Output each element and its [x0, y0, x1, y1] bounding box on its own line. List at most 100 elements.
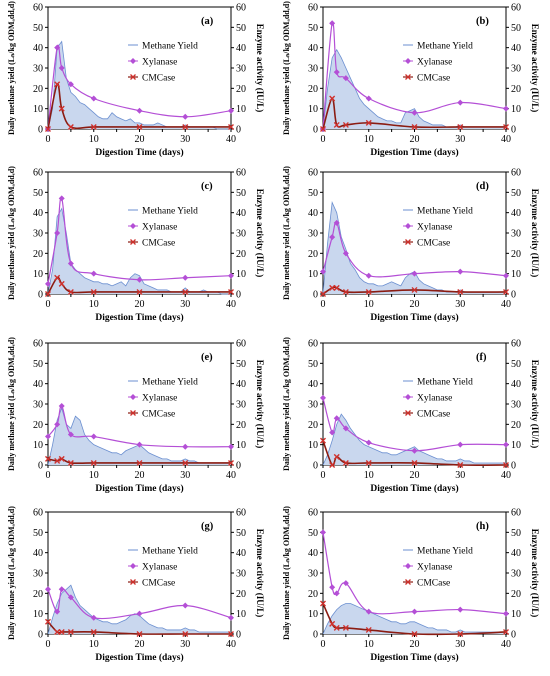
y-tick-label: 50 — [33, 188, 43, 199]
legend-cmcase-marker — [130, 239, 136, 245]
xylanase-point — [342, 580, 349, 587]
y2-tick-label: 40 — [236, 379, 246, 390]
cmcase-point — [182, 631, 189, 637]
y2-tick-label: 40 — [236, 208, 246, 219]
y2-axis-label: Enzyme activity (IU/L) — [530, 189, 540, 277]
y-tick-label: 20 — [33, 589, 43, 600]
y-tick-label: 50 — [308, 23, 318, 34]
y2-tick-label: 30 — [511, 400, 521, 411]
y2-tick-label: 50 — [236, 188, 246, 199]
legend-xylanase-marker — [130, 223, 136, 229]
cmcase-point — [54, 81, 61, 88]
legend: Methane Yield Xylanase CMCase — [403, 207, 473, 249]
x-tick-label: 30 — [455, 639, 465, 650]
cmcase-point — [457, 631, 464, 637]
xylanase-point — [228, 107, 234, 114]
panel-label: (c) — [201, 181, 213, 192]
y2-axis-label: Enzyme activity (IU/L) — [255, 24, 265, 112]
legend-xylanase-marker — [130, 58, 136, 64]
xylanase-point — [329, 584, 336, 591]
x-tick-label: 40 — [226, 299, 236, 310]
y2-tick-label: 60 — [236, 339, 246, 350]
y-axis-label: Daily methane yield (Lₙ/kg ODMₐddₑd) — [282, 1, 291, 135]
y2-tick-label: 0 — [511, 630, 516, 641]
cmcase-point — [45, 126, 51, 132]
y-tick-label: 0 — [38, 461, 43, 472]
y2-axis-label: Enzyme activity (IU/L) — [530, 360, 540, 448]
y2-tick-label: 60 — [511, 339, 521, 350]
panel-label: (b) — [476, 16, 489, 27]
y2-tick-label: 20 — [511, 84, 521, 95]
y2-tick-label: 0 — [236, 630, 241, 641]
cmcase-point — [503, 628, 509, 635]
y2-tick-label: 30 — [236, 64, 246, 75]
y-tick-label: 10 — [308, 104, 318, 115]
legend-xylanase-label: Xylanase — [142, 58, 177, 68]
cmcase-point — [67, 459, 74, 466]
y-tick-label: 50 — [33, 359, 43, 370]
y-tick-label: 40 — [308, 43, 318, 54]
xylanase-point — [333, 69, 340, 76]
cmcase-point — [329, 95, 336, 102]
y2-tick-label: 50 — [511, 188, 521, 199]
x-axis-label: Digestion Time (days) — [95, 312, 183, 323]
legend-cmcase-label: CMCase — [142, 410, 175, 420]
y-tick-label: 50 — [33, 23, 43, 34]
cmcase-point — [54, 628, 61, 635]
cmcase-point — [67, 288, 74, 295]
y-tick-label: 10 — [33, 104, 43, 115]
xylanase-point — [182, 602, 189, 609]
legend-xylanase-label: Xylanase — [417, 223, 452, 233]
y2-tick-label: 30 — [236, 569, 246, 580]
xylanase-point — [90, 614, 97, 621]
y-tick-label: 60 — [33, 508, 43, 519]
xylanase-point — [365, 608, 372, 615]
xylanase-point — [228, 272, 234, 279]
y2-tick-label: 20 — [236, 420, 246, 431]
y-axis-label: Daily methane yield (Lₙ/kg ODMₐddₑd) — [7, 166, 16, 300]
legend-xylanase-marker — [130, 563, 136, 569]
xylanase-point — [58, 403, 65, 410]
cmcase-point — [45, 618, 51, 625]
cmcase-point — [54, 457, 61, 464]
panel-e: 0 10 20 30 40 50 60 0 10 20 30 40 50 60 0 10 20 30 40 Diges… — [7, 337, 265, 494]
cmcase-point — [333, 453, 340, 460]
y2-tick-label: 0 — [236, 461, 241, 472]
x-tick-label: 40 — [226, 470, 236, 481]
panel-label: (e) — [201, 352, 213, 363]
panel-label: (f) — [476, 352, 487, 363]
legend-methane-label: Methane Yield — [417, 42, 473, 52]
cmcase-point — [45, 455, 51, 462]
y2-axis-label: Enzyme activity (IU/L) — [255, 529, 265, 617]
y2-tick-label: 20 — [511, 589, 521, 600]
y2-tick-label: 0 — [236, 290, 241, 301]
y-axis-label: Daily methane yield (Lₙ/kg ODMₐddₑd) — [282, 166, 291, 300]
cmcase-point — [90, 628, 97, 635]
y-tick-label: 0 — [38, 290, 43, 301]
y2-tick-label: 60 — [236, 168, 246, 179]
cmcase-point — [90, 123, 97, 130]
y2-tick-label: 60 — [236, 3, 246, 14]
x-tick-label: 30 — [180, 134, 190, 145]
panel-label: (h) — [476, 521, 489, 532]
xylanase-point — [58, 65, 65, 71]
x-axis-label: Digestion Time (days) — [370, 652, 458, 663]
y2-tick-label: 50 — [511, 23, 521, 34]
y2-tick-label: 10 — [236, 269, 246, 280]
y2-axis-label: Enzyme activity (IU/L) — [530, 24, 540, 112]
methane-yield-line — [322, 413, 506, 466]
cmcase-point — [136, 459, 143, 466]
y-tick-label: 30 — [308, 569, 318, 580]
y2-tick-label: 10 — [511, 269, 521, 280]
cmcase-point — [58, 105, 65, 112]
x-tick-label: 10 — [89, 470, 99, 481]
cmcase-point — [365, 119, 372, 126]
xylanase-point — [228, 614, 234, 621]
y-tick-label: 30 — [308, 229, 318, 240]
cmcase-point — [136, 288, 143, 295]
x-tick-label: 0 — [46, 134, 51, 145]
xylanase-point — [228, 443, 234, 450]
y-tick-label: 40 — [33, 548, 43, 559]
legend-xylanase-marker — [405, 394, 411, 400]
